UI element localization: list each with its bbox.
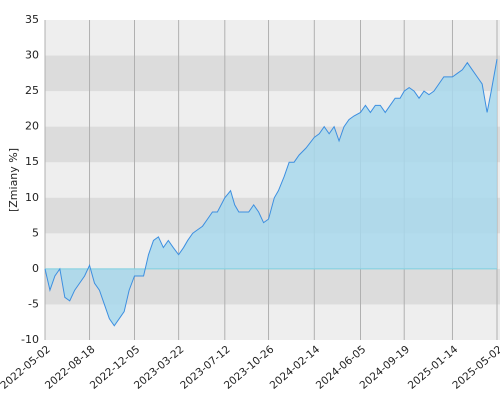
area-fill (45, 59, 497, 326)
y-tick-label: 25 (25, 84, 39, 97)
y-tick-label: -5 (28, 297, 39, 310)
y-tick-label: 15 (25, 155, 39, 168)
y-tick-label: 35 (25, 13, 39, 26)
grid-band (45, 55, 500, 92)
y-tick-label: -10 (21, 333, 39, 346)
y-tick-label: 30 (25, 49, 39, 62)
y-axis-label: [Zmiany %] (7, 148, 20, 212)
y-tick-label: 5 (32, 226, 39, 239)
series-line (44, 59, 498, 327)
y-tick-label: 20 (25, 120, 39, 133)
y-tick-label: 10 (25, 191, 39, 204)
y-tick-label: 0 (32, 262, 39, 275)
